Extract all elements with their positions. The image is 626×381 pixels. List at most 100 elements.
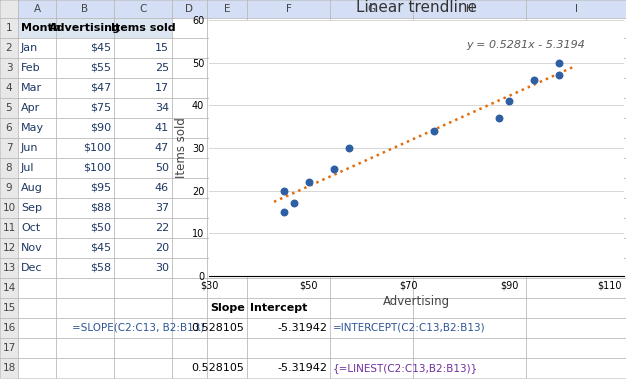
Text: $88: $88 (90, 203, 111, 213)
Bar (56, 318, 114, 338)
Bar (18, 58, 56, 78)
Text: Jan: Jan (21, 43, 38, 53)
Bar (172, 78, 207, 98)
Point (529, 77, 539, 83)
Bar (207, 138, 247, 158)
Bar (18, 158, 56, 178)
Bar (207, 98, 247, 118)
Bar (413, 118, 526, 138)
Text: 50: 50 (155, 163, 169, 173)
Bar (330, 118, 413, 138)
Text: I: I (575, 4, 578, 14)
Text: B: B (81, 4, 88, 14)
Bar (247, 298, 330, 318)
Bar (172, 0, 207, 18)
Bar (114, 18, 172, 38)
Text: $45: $45 (90, 243, 111, 253)
Bar (526, 318, 626, 338)
Text: $50: $50 (90, 223, 111, 233)
Bar (18, 338, 56, 358)
Bar (114, 278, 172, 298)
Text: 41: 41 (155, 123, 169, 133)
Text: 0.528105: 0.528105 (191, 323, 244, 333)
Text: 10: 10 (3, 203, 16, 213)
Bar (526, 218, 626, 238)
Text: Jun: Jun (21, 143, 39, 153)
Text: $90: $90 (90, 123, 111, 133)
Text: 11: 11 (3, 223, 16, 233)
Bar (247, 58, 330, 78)
Bar (0, 38, 18, 58)
Text: Jul: Jul (21, 163, 34, 173)
Bar (0, 278, 18, 298)
Text: $55: $55 (90, 63, 111, 73)
Bar (413, 258, 526, 278)
Bar (18, 0, 56, 18)
Bar (172, 298, 207, 318)
Text: 9: 9 (6, 183, 13, 193)
Bar (56, 138, 114, 158)
Bar (56, 358, 114, 378)
Bar (172, 338, 207, 358)
Bar (56, 0, 114, 18)
Bar (114, 158, 172, 178)
Bar (526, 18, 626, 38)
Bar (172, 138, 207, 158)
Bar (207, 318, 247, 338)
Bar (114, 118, 172, 138)
Text: 22: 22 (155, 223, 169, 233)
Bar (0, 198, 18, 218)
Bar (247, 78, 330, 98)
Text: D: D (185, 4, 193, 14)
Bar (247, 178, 330, 198)
Text: F: F (285, 4, 292, 14)
Bar (56, 218, 114, 238)
Bar (18, 278, 56, 298)
Bar (247, 218, 330, 238)
Bar (247, 278, 330, 298)
Bar (207, 118, 247, 138)
Text: $45: $45 (90, 43, 111, 53)
Bar (413, 38, 526, 58)
Bar (247, 98, 330, 118)
Text: Advertising: Advertising (49, 23, 121, 33)
Bar (247, 118, 330, 138)
Bar (207, 178, 247, 198)
Text: Slope: Slope (210, 303, 245, 313)
Bar (526, 198, 626, 218)
Bar (207, 78, 247, 98)
Bar (0, 298, 18, 318)
Bar (413, 178, 526, 198)
Text: May: May (21, 123, 44, 133)
Bar (56, 78, 114, 98)
Point (279, 187, 289, 194)
Y-axis label: Items sold: Items sold (175, 118, 188, 178)
Text: $100: $100 (83, 163, 111, 173)
Text: 46: 46 (155, 183, 169, 193)
Text: 3: 3 (6, 63, 13, 73)
Bar (526, 98, 626, 118)
Text: 30: 30 (155, 263, 169, 273)
Point (279, 209, 289, 215)
Bar (526, 118, 626, 138)
Bar (0, 0, 18, 18)
Bar (114, 38, 172, 58)
Bar (172, 238, 207, 258)
Text: Oct: Oct (21, 223, 40, 233)
Point (289, 200, 299, 207)
Bar (330, 258, 413, 278)
Text: Month: Month (21, 23, 61, 33)
Bar (0, 338, 18, 358)
Text: 17: 17 (3, 343, 16, 353)
Bar (0, 118, 18, 138)
Text: Apr: Apr (21, 103, 40, 113)
Text: Intercept: Intercept (250, 303, 307, 313)
Bar (247, 0, 330, 18)
Bar (526, 58, 626, 78)
Text: =INTERCEPT(C2:C13,B2:B13): =INTERCEPT(C2:C13,B2:B13) (333, 323, 486, 333)
Text: -5.31942: -5.31942 (277, 363, 327, 373)
Bar (18, 298, 56, 318)
Text: 16: 16 (3, 323, 16, 333)
Bar (413, 198, 526, 218)
Bar (114, 0, 172, 18)
